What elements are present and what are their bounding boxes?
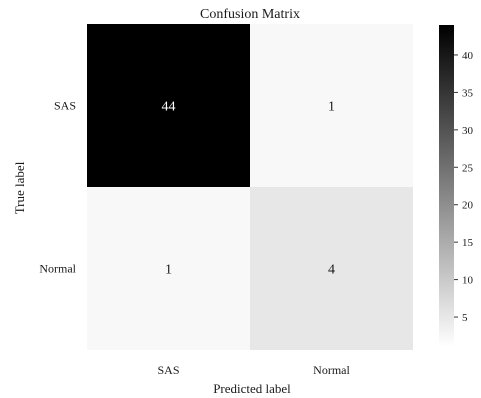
colorbar-tick-label: 5 (462, 312, 468, 324)
heatmap-cell-0-1 (250, 24, 413, 187)
colorbar-tick-label: 20 (462, 200, 474, 212)
cell-value-0-0: 44 (162, 100, 176, 115)
heatmap-cell-1-0 (87, 187, 250, 350)
cell-value-1-1: 4 (328, 263, 335, 278)
cell-value-1-0: 1 (165, 263, 172, 278)
colorbar-tick-label: 30 (462, 125, 474, 137)
y-tick-labels: SAS Normal (39, 99, 76, 276)
cell-value-0-1: 1 (328, 100, 335, 115)
x-tick-label: SAS (157, 363, 179, 377)
colorbar-tick-label: 10 (462, 275, 474, 287)
colorbar (439, 25, 454, 347)
heatmap-cell-1-1 (250, 187, 413, 350)
chart-title: Confusion Matrix (200, 7, 300, 22)
cell-value-labels: 44 1 1 4 (162, 100, 336, 278)
y-tick-label: SAS (54, 99, 76, 113)
y-axis-label: True label (12, 161, 27, 214)
heatmap-cell-0-0 (87, 24, 250, 187)
y-tick-label: Normal (39, 262, 76, 276)
x-axis-label: Predicted label (213, 381, 291, 396)
colorbar-tick-label: 40 (462, 50, 474, 62)
x-tick-label: Normal (313, 363, 350, 377)
colorbar-tick-label: 35 (462, 87, 474, 99)
heatmap-cells (87, 24, 413, 350)
colorbar-ticks: 5 10 15 20 25 30 35 40 (454, 50, 474, 324)
x-tick-labels: SAS Normal (157, 363, 350, 377)
colorbar-tick-label: 25 (462, 162, 474, 174)
colorbar-tick-label: 15 (462, 237, 474, 249)
